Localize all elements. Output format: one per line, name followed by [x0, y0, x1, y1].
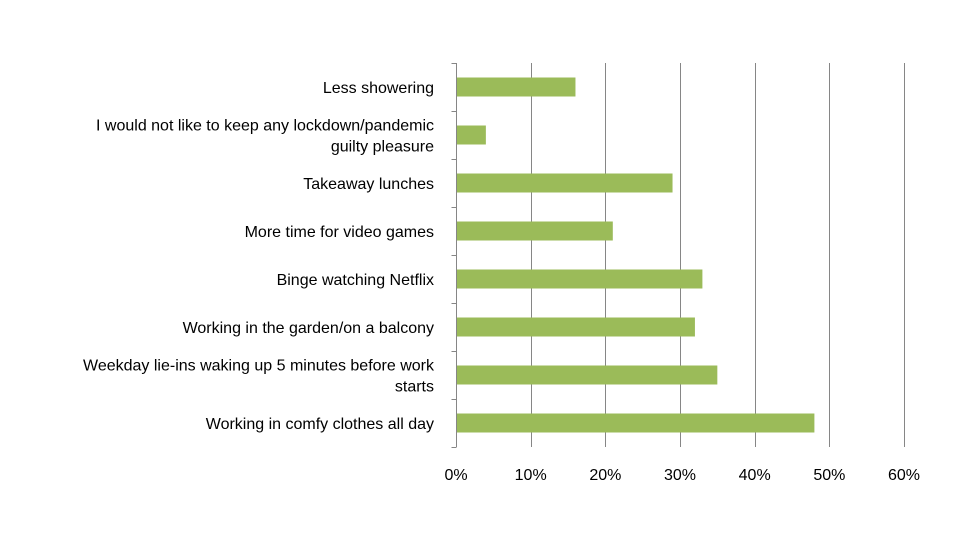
category-label-line: Working in the garden/on a balcony: [183, 320, 434, 337]
category-label-line: Less showering: [323, 80, 434, 97]
bar-6: [457, 365, 718, 385]
bar-7: [457, 413, 815, 433]
x-tick-label-2: 20%: [589, 467, 621, 484]
category-label-line: Takeaway lunches: [303, 176, 434, 193]
category-label-line: guilty pleasure: [331, 139, 434, 156]
x-tick-label-0: 0%: [444, 467, 467, 484]
x-tick-label-5: 50%: [813, 467, 845, 484]
category-label-7: Working in comfy clothes all day: [206, 416, 434, 433]
gridlines: [531, 63, 905, 447]
category-label-0: Less showering: [323, 80, 434, 97]
x-tick-label-3: 30%: [664, 467, 696, 484]
category-labels: Less showering I would not like to keep a…: [83, 80, 435, 433]
x-tick-label-4: 40%: [739, 467, 771, 484]
bar-5: [457, 317, 695, 337]
category-label-line: Weekday lie-ins waking up 5 minutes befo…: [83, 358, 435, 375]
category-label-line: starts: [395, 379, 434, 396]
bar-4: [457, 269, 703, 289]
category-label-5: Working in the garden/on a balcony: [183, 320, 434, 337]
category-label-6: Weekday lie-ins waking up 5 minutes befo…: [83, 358, 435, 396]
bar-0: [457, 77, 576, 97]
category-label-2: Takeaway lunches: [303, 176, 434, 193]
category-label-1: I would not like to keep any lockdown/pa…: [96, 118, 434, 156]
y-axis: [451, 63, 457, 448]
bars: [457, 77, 815, 433]
bar-3: [457, 221, 613, 241]
category-label-4: Binge watching Netflix: [277, 272, 434, 289]
category-label-3: More time for video games: [245, 224, 434, 241]
category-label-line: More time for video games: [245, 224, 434, 241]
bar-2: [457, 173, 673, 193]
x-tick-label-6: 60%: [888, 467, 920, 484]
bar-1: [457, 125, 486, 145]
x-tick-labels: 0% 10% 20% 30% 40% 50% 60%: [444, 467, 920, 484]
x-tick-label-1: 10%: [515, 467, 547, 484]
category-label-line: Binge watching Netflix: [277, 272, 434, 289]
category-label-line: I would not like to keep any lockdown/pa…: [96, 118, 434, 135]
category-label-line: Working in comfy clothes all day: [206, 416, 434, 433]
